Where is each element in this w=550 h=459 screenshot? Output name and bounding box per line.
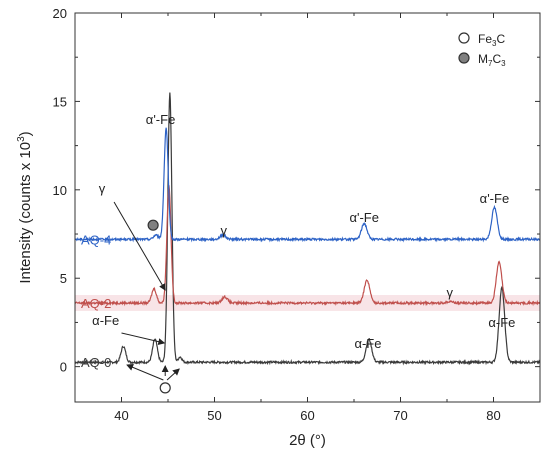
m7c3-marker — [147, 219, 159, 231]
x-tick-label: 80 — [486, 408, 500, 423]
legend-m7c3-text: M — [478, 52, 488, 66]
legend-fe3c-label: Fe3C — [478, 32, 505, 48]
arrow-gamma-to-aq2 — [113, 201, 166, 291]
y-tick-label: 10 — [53, 183, 67, 198]
legend-fe3c-text: Fe — [478, 32, 492, 46]
series-label-aq-0: AQ-0 — [81, 355, 111, 370]
annotation-alpha-fe-mid: α-Fe — [354, 336, 381, 351]
arrow-fe3c-to-right-peak — [166, 368, 180, 381]
series-line-aq-0 — [74, 92, 541, 366]
annotation-alpha-fe-left: α-Fe — [92, 313, 119, 328]
legend-m7c3-suffix: C — [492, 52, 501, 66]
y-axis-label-close: ) — [17, 131, 34, 136]
annotation-gamma-aq4: γ — [221, 223, 228, 238]
y-tick-label: 0 — [60, 360, 67, 375]
x-axis-label: 2θ (°) — [289, 432, 326, 449]
y-tick-label: 15 — [53, 94, 67, 109]
legend: Fe3C M7C3 — [458, 32, 506, 68]
annotation-layer: α'-Fe γ γ α'-Fe α'-Fe γ α-Fe α-Fe α-Fe — [92, 112, 515, 394]
legend-fe3c-marker — [458, 32, 470, 44]
series-line-aq-4 — [74, 127, 541, 243]
legend-m7c3-sub: 7 — [488, 59, 493, 68]
series-line-aq-2 — [74, 185, 541, 307]
legend-m7c3-marker — [458, 52, 470, 64]
arrow-fe3c-to-left-peak — [126, 364, 164, 381]
annotation-alpha-fe-right: α-Fe — [488, 315, 515, 330]
annotation-alpha-prime-fe-mid: α'-Fe — [349, 210, 379, 225]
y-tick-label: 20 — [53, 6, 67, 21]
x-tick-label: 60 — [300, 408, 314, 423]
legend-fe3c-suffix: C — [496, 32, 505, 46]
y-tick-label: 5 — [60, 271, 67, 286]
series-label-aq-2: AQ-2 — [81, 296, 111, 311]
y-axis-label-main: Intensity (counts x 10 — [17, 142, 34, 284]
tick-layer: 40 50 60 70 80 0 5 10 15 20 — [53, 6, 541, 423]
legend-m7c3-label: M7C3 — [478, 52, 506, 68]
arrow-alpha-fe-to-aq0 — [121, 332, 166, 346]
series-layer: AQ-0 AQ-2 AQ-4 — [74, 92, 541, 370]
legend-m7c3-sub2: 3 — [501, 59, 506, 68]
x-tick-label: 40 — [114, 408, 128, 423]
fe3c-marker — [159, 382, 171, 394]
series-label-aq-4: AQ-4 — [81, 232, 111, 247]
annotation-gamma-top: γ — [99, 181, 106, 196]
y-axis-label-sup: 3 — [16, 136, 27, 142]
x-tick-label: 70 — [393, 408, 407, 423]
annotation-alpha-prime-fe-right: α'-Fe — [480, 191, 510, 206]
annotation-gamma-aq2: γ — [447, 285, 454, 300]
y-axis-label: Intensity (counts x 103) — [16, 131, 34, 283]
legend-fe3c-sub: 3 — [492, 39, 497, 48]
annotation-alpha-prime-fe-main: α'-Fe — [146, 112, 176, 127]
x-tick-label: 50 — [207, 408, 221, 423]
